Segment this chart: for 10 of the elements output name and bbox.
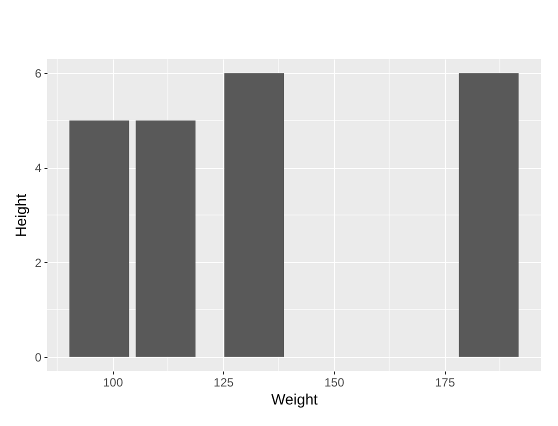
y-tick-label: 0	[34, 350, 42, 364]
x-tick-label: 125	[214, 376, 234, 390]
x-tick-label: 175	[434, 376, 456, 390]
y-tick-label: 2	[34, 256, 42, 270]
y-axis-title: Height	[12, 192, 30, 238]
x-axis-title: Weight	[271, 392, 319, 408]
x-tick-label: 150	[324, 376, 345, 390]
y-tick-label: 6	[34, 66, 42, 81]
y-tick-label: 4	[34, 161, 42, 176]
x-tick-label: 100	[102, 376, 124, 390]
